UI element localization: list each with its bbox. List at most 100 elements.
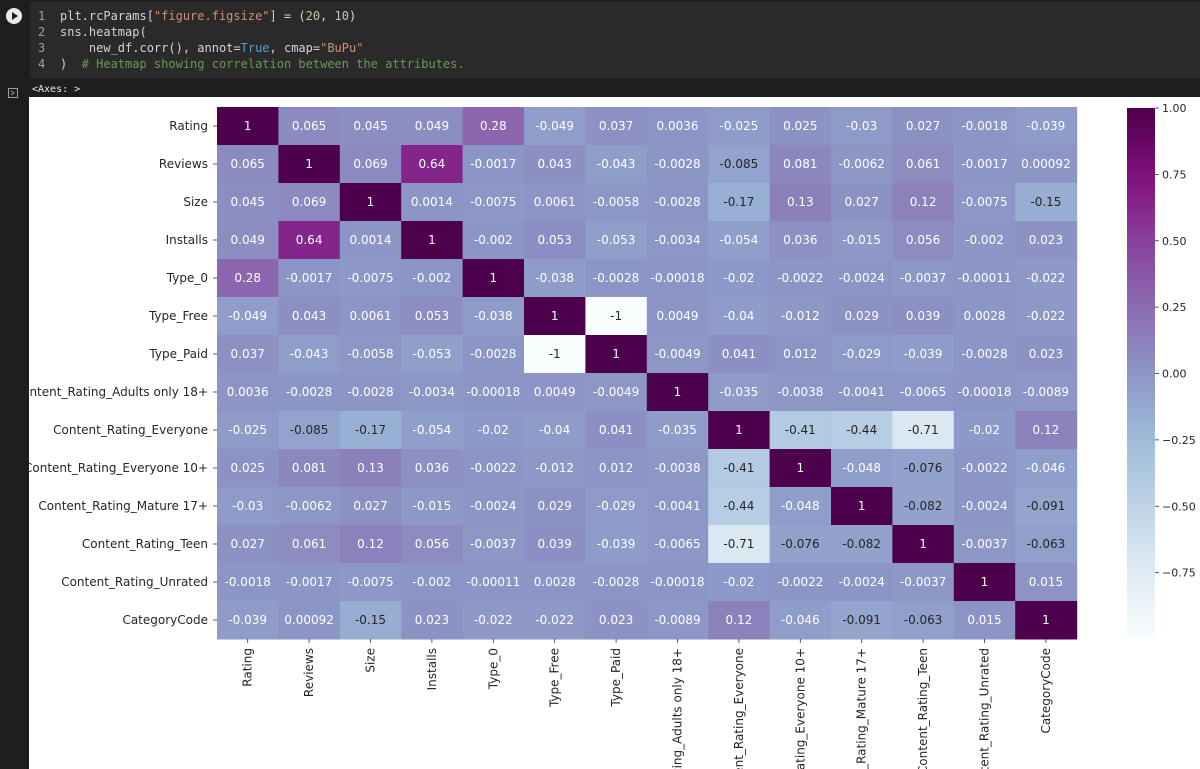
cell-annotation: -0.00018 bbox=[958, 385, 1012, 399]
cell-annotation: -0.17 bbox=[355, 423, 386, 437]
cell-annotation: -0.015 bbox=[842, 233, 881, 247]
play-icon bbox=[12, 12, 18, 20]
heatmap-cell bbox=[278, 373, 341, 412]
heatmap-cell bbox=[524, 221, 586, 260]
heatmap-cell bbox=[646, 145, 709, 184]
cell-annotation: -0.002 bbox=[474, 233, 513, 247]
cell-annotation: -0.046 bbox=[1027, 461, 1066, 475]
cell-annotation: 0.027 bbox=[906, 119, 940, 133]
cell-annotation: -0.015 bbox=[413, 499, 452, 513]
heatmap-cell bbox=[217, 221, 279, 260]
cell-annotation: -0.048 bbox=[781, 499, 820, 513]
heatmap-cell bbox=[278, 107, 341, 146]
heatmap-cell bbox=[646, 107, 709, 146]
heatmap-cell bbox=[217, 487, 279, 526]
heatmap-cell bbox=[1015, 487, 1078, 526]
heatmap-cell bbox=[462, 145, 525, 184]
cell-annotation: -0.0089 bbox=[654, 613, 700, 627]
heatmap-cell bbox=[401, 601, 464, 640]
heatmap-cell bbox=[401, 449, 464, 488]
cell-annotation: -0.04 bbox=[539, 423, 570, 437]
cell-annotation: -0.00011 bbox=[958, 271, 1012, 285]
cell-annotation: 1 bbox=[367, 195, 375, 209]
cell-annotation: -0.0028 bbox=[347, 385, 393, 399]
heatmap-cell bbox=[278, 563, 341, 602]
cell-annotation: -0.085 bbox=[290, 423, 329, 437]
heatmap-cell bbox=[462, 297, 525, 336]
heatmap-cell bbox=[892, 487, 955, 526]
cell-annotation: 0.025 bbox=[783, 119, 817, 133]
heatmap-cell bbox=[462, 449, 525, 488]
cell-annotation: -0.002 bbox=[413, 271, 452, 285]
cell-annotation: -0.043 bbox=[597, 157, 636, 171]
cell-annotation: -0.0034 bbox=[409, 385, 455, 399]
line-number: 3 bbox=[38, 41, 46, 55]
cell-annotation: 1 bbox=[981, 575, 989, 589]
cell-annotation: -0.038 bbox=[474, 309, 513, 323]
heatmap-cell bbox=[217, 563, 279, 602]
cell-annotation: 0.053 bbox=[538, 233, 572, 247]
x-tick-label: Rating_Adults only 18+ bbox=[671, 648, 685, 769]
heatmap-cell bbox=[278, 221, 341, 260]
cell-annotation: -0.41 bbox=[723, 461, 754, 475]
cell-annotation: 0.12 bbox=[1033, 423, 1060, 437]
code-editor[interactable]: 1 plt.rcParams["figure.figsize"] = (20, 1… bbox=[30, 2, 1200, 78]
heatmap-cell bbox=[708, 259, 771, 298]
cell-annotation: 1 bbox=[551, 309, 559, 323]
heatmap-cell bbox=[708, 145, 771, 184]
cell-annotation: 0.00092 bbox=[284, 613, 334, 627]
cell-annotation: 0.0049 bbox=[534, 385, 576, 399]
heatmap-cell bbox=[646, 601, 709, 640]
cell-annotation: 0.015 bbox=[967, 613, 1001, 627]
code-token: sns.heatmap( bbox=[60, 25, 147, 39]
cell-annotation: -0.0065 bbox=[900, 385, 946, 399]
y-tick-label: Content_Rating_Adults only 18+ bbox=[29, 385, 208, 399]
heatmap-figure: 1 0.065 0.045 0.049 0.28 -0.049 0.037 0.0036 -0.… bbox=[29, 97, 1200, 769]
heatmap-cell bbox=[769, 487, 832, 526]
cell-annotation: 1 bbox=[305, 157, 313, 171]
cell-annotation: 0.061 bbox=[292, 537, 326, 551]
cell-annotation: 0.0049 bbox=[657, 309, 699, 323]
cell-annotation: -0.17 bbox=[723, 195, 754, 209]
heatmap-cell bbox=[462, 601, 525, 640]
y-tick-label: Reviews bbox=[159, 157, 208, 171]
cell-annotation: -0.0022 bbox=[470, 461, 516, 475]
heatmap-cell bbox=[585, 487, 648, 526]
cell-annotation: -0.00018 bbox=[466, 385, 520, 399]
code-line: 2 sns.heatmap( bbox=[38, 24, 147, 41]
cell-annotation: -0.0058 bbox=[347, 347, 393, 361]
cell-annotation: -0.085 bbox=[720, 157, 759, 171]
cell-annotation: -0.0028 bbox=[654, 157, 700, 171]
cell-annotation: 1 bbox=[919, 537, 927, 551]
cell-annotation: 0.081 bbox=[292, 461, 326, 475]
cell-annotation: -0.71 bbox=[723, 537, 754, 551]
heatmap-cell bbox=[217, 107, 279, 146]
cell-annotation: 0.043 bbox=[538, 157, 572, 171]
heatmap-cell bbox=[524, 373, 586, 412]
cell-annotation: -0.0017 bbox=[286, 575, 332, 589]
cell-annotation: -0.0037 bbox=[900, 271, 946, 285]
heatmap-cell bbox=[769, 297, 832, 336]
cell-annotation: -0.0024 bbox=[839, 271, 885, 285]
heatmap-cell bbox=[524, 145, 586, 184]
heatmap-cell bbox=[278, 145, 341, 184]
heatmap-cell bbox=[831, 297, 893, 336]
cell-annotation: 0.053 bbox=[415, 309, 449, 323]
output-icon[interactable] bbox=[8, 88, 20, 98]
y-tick-label: Content_Rating_Everyone 10+ bbox=[29, 461, 208, 475]
heatmap-cell bbox=[401, 411, 464, 450]
heatmap-cell bbox=[278, 601, 341, 640]
heatmap-cell bbox=[708, 183, 771, 222]
cell-annotation: -0.025 bbox=[720, 119, 759, 133]
x-tick-label: Type_Paid bbox=[609, 648, 623, 708]
cell-annotation: 0.023 bbox=[415, 613, 449, 627]
heatmap-cell bbox=[953, 411, 1016, 450]
cell-annotation: 0.043 bbox=[292, 309, 326, 323]
cell-annotation: -0.0018 bbox=[961, 119, 1007, 133]
run-cell-button[interactable] bbox=[6, 8, 22, 24]
colorbar-tick-label: 0.25 bbox=[1162, 301, 1187, 314]
colorbar-tick-label: −0.25 bbox=[1162, 434, 1196, 447]
cell-annotation: -0.043 bbox=[290, 347, 329, 361]
cell-annotation: -0.029 bbox=[597, 499, 636, 513]
heatmap-cell bbox=[769, 373, 832, 412]
